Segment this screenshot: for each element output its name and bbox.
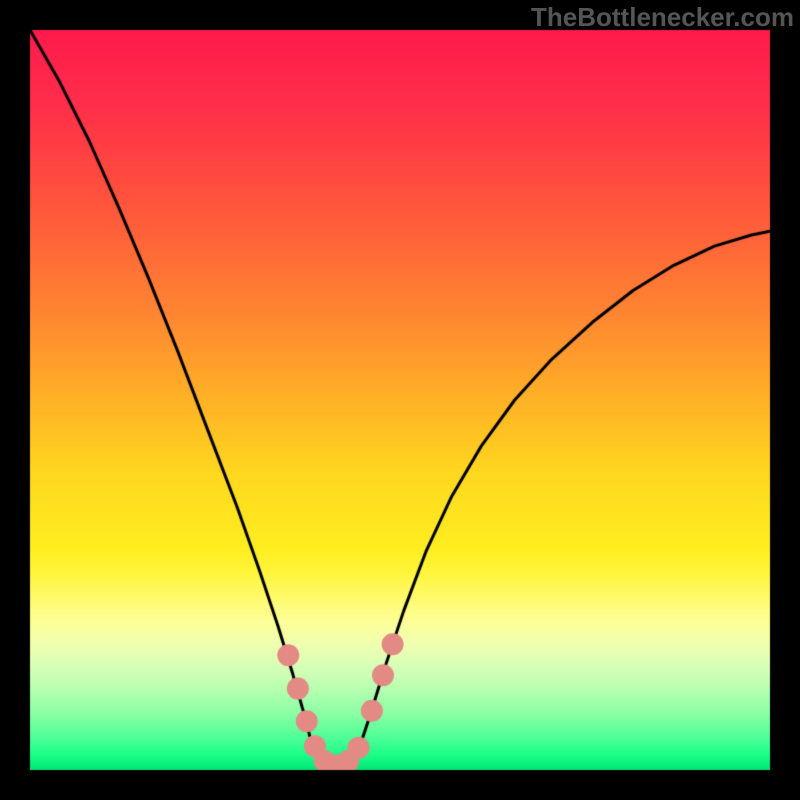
bottleneck-curve-chart [0,0,800,800]
chart-container: TheBottlenecker.com [0,0,800,800]
watermark-label: TheBottlenecker.com [531,2,794,33]
